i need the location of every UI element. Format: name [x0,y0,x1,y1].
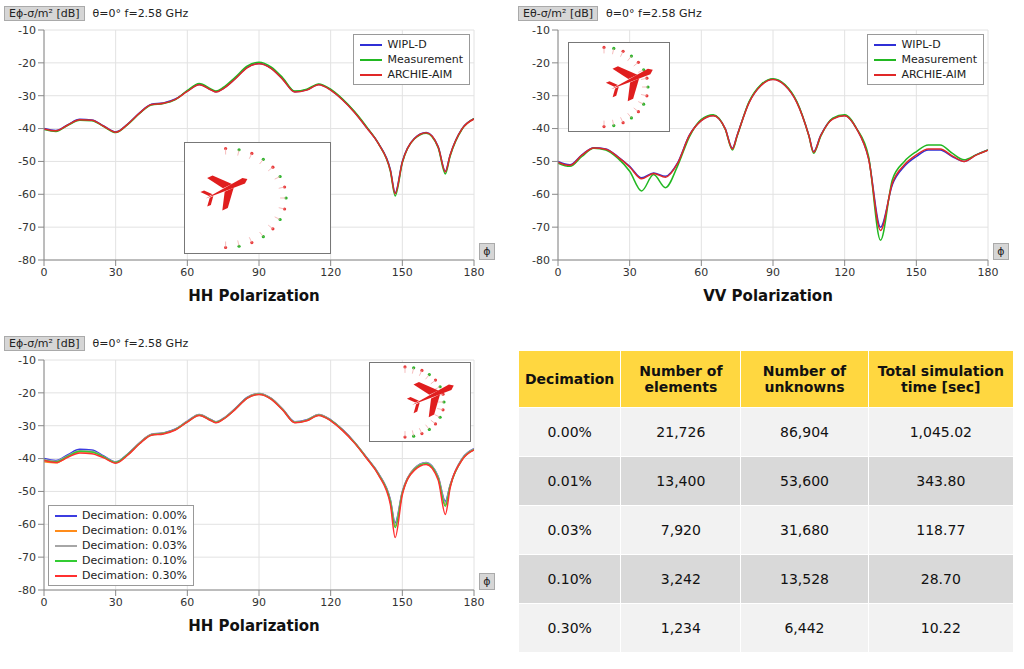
html-text:118.77: 118.77 [916,522,966,538]
svg-text:-70: -70 [18,551,36,564]
svg-text:-40: -40 [18,122,36,135]
svg-text:-60: -60 [18,188,36,201]
svg-text:-20: -20 [18,57,36,70]
html-text:0.10%: 0.10% [547,571,592,587]
html-text:0.00%: 0.00% [547,424,592,440]
svg-text:-40: -40 [532,122,550,135]
svg-text:-10: -10 [18,354,36,367]
html-text:θ=0° f=2.58 GHz: θ=0° f=2.58 GHz [92,336,189,350]
html-text:VV Polarization: VV Polarization [703,287,833,305]
html-text:31,680: 31,680 [780,522,829,538]
html-text:6,442: 6,442 [784,620,825,636]
html-text:343.80: 343.80 [916,473,966,489]
html-text:7,920: 7,920 [660,522,701,538]
svg-text:150: 150 [392,266,413,279]
html-text:0.03%: 0.03% [547,522,592,538]
svg-text:-30: -30 [18,420,36,433]
svg-text:60: 60 [180,596,194,609]
svg-text:-50: -50 [18,155,36,168]
svg-text:30: 30 [109,266,123,279]
svg-text:30: 30 [109,596,123,609]
html-text:1,234: 1,234 [660,620,701,636]
html-text:Number of elements: Number of elements [639,363,723,395]
svg-text:150: 150 [906,266,927,279]
svg-text:-50: -50 [532,155,550,168]
html-text:ϕ: ϕ [997,245,1005,258]
svg-text:120: 120 [834,266,855,279]
svg-text:60: 60 [694,266,708,279]
html-text:Total simulation time [sec]: Total simulation time [sec] [877,363,1004,395]
svg-text:120: 120 [320,266,341,279]
svg-text:180: 180 [464,596,485,609]
html-text:ϕ: ϕ [483,245,491,258]
svg-text:90: 90 [252,266,266,279]
html-text:HH Polarization: HH Polarization [188,287,320,305]
svg-text:-10: -10 [18,24,36,37]
html-text:1,045.02: 1,045.02 [909,424,972,440]
html-text:HH Polarization: HH Polarization [188,617,320,635]
svg-text:-80: -80 [18,254,36,267]
html-text:0.01%: 0.01% [547,473,592,489]
html-text:θ=0° f=2.58 GHz: θ=0° f=2.58 GHz [92,6,189,20]
html-text:ARCHIE-AIM: ARCHIE-AIM [387,68,453,81]
html-text:Decimation: 0.30%: Decimation: 0.30% [82,569,187,582]
svg-text:-50: -50 [18,485,36,498]
html-text:Decimation: 0.03%: Decimation: 0.03% [82,539,187,552]
svg-text:0: 0 [41,596,48,609]
svg-text:-20: -20 [532,57,550,70]
html-text:ARCHIE-AIM: ARCHIE-AIM [901,68,967,81]
html-text:Eϕ-σ/m² [dB]: Eϕ-σ/m² [dB] [9,6,80,20]
svg-text:-10: -10 [532,24,550,37]
svg-text:180: 180 [978,266,999,279]
svg-text:180: 180 [464,266,485,279]
html-text:21,726: 21,726 [656,424,706,440]
svg-text:0: 0 [41,266,48,279]
html-text:Eϕ-σ/m² [dB]: Eϕ-σ/m² [dB] [9,336,80,350]
svg-text:-70: -70 [18,221,36,234]
html-text:Number of unknowns: Number of unknowns [762,363,847,395]
svg-text:-30: -30 [18,90,36,103]
svg-text:60: 60 [180,266,194,279]
html-text:Decimation: 0.01%: Decimation: 0.01% [82,524,187,537]
svg-text:0: 0 [555,266,562,279]
html-text:Decimation: 0.10%: Decimation: 0.10% [82,554,187,567]
svg-text:-70: -70 [532,221,550,234]
html-text:Measurement: Measurement [901,53,977,66]
svg-text:30: 30 [623,266,637,279]
html-text:Decimation: 0.00%: Decimation: 0.00% [82,509,187,522]
html-text:10.22: 10.22 [920,620,961,636]
svg-text:90: 90 [766,266,780,279]
html-text:Decimation: Decimation [525,371,615,387]
html-text:WIPL-D: WIPL-D [387,38,427,51]
html-text:WIPL-D: WIPL-D [901,38,941,51]
svg-text:-80: -80 [532,254,550,267]
svg-text:-20: -20 [18,387,36,400]
html-text:86,904: 86,904 [780,424,829,440]
svg-text:90: 90 [252,596,266,609]
html-text:Measurement: Measurement [387,53,463,66]
html-text:θ=0° f=2.58 GHz: θ=0° f=2.58 GHz [606,6,702,20]
html-text:Eθ-σ/m² [dB]: Eθ-σ/m² [dB] [523,6,594,20]
svg-text:-30: -30 [532,90,550,103]
html-text:13,400: 13,400 [656,473,706,489]
html-text:3,242: 3,242 [660,571,701,587]
svg-text:-80: -80 [18,584,36,597]
html-text:53,600: 53,600 [780,473,829,489]
svg-text:120: 120 [320,596,341,609]
html-text:13,528: 13,528 [780,571,829,587]
html-text:ϕ: ϕ [483,575,491,588]
html-text:0.30%: 0.30% [547,620,592,636]
svg-text:-60: -60 [18,518,36,531]
svg-text:-40: -40 [18,452,36,465]
svg-text:150: 150 [392,596,413,609]
svg-text:-60: -60 [532,188,550,201]
html-text:28.70: 28.70 [920,571,961,587]
